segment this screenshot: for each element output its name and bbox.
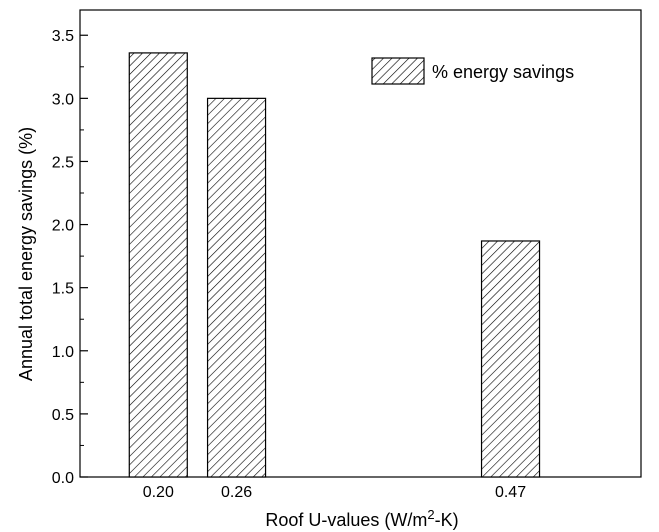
bars-group xyxy=(128,52,541,478)
y-tick-label: 0.0 xyxy=(52,470,74,487)
y-tick-label: 0.5 xyxy=(52,407,74,424)
y-tick-label: 1.5 xyxy=(52,281,74,298)
y-tick-label: 1.0 xyxy=(52,344,74,361)
bar-0.20 xyxy=(128,52,188,478)
legend-label: % energy savings xyxy=(432,62,574,82)
y-tick-label: 3.0 xyxy=(52,91,74,108)
plot-area-frame xyxy=(79,9,642,478)
legend: % energy savings xyxy=(371,57,574,85)
legend-swatch xyxy=(371,57,425,85)
x-axis-title: Roof U-values (W/m2-K) xyxy=(265,507,458,530)
y-tick-label: 3.5 xyxy=(52,28,74,45)
bar-0.26 xyxy=(206,97,267,478)
x-axis-ticks: 0.20 0.26 0.47 xyxy=(143,469,526,501)
y-axis-title: Annual total energy savings (%) xyxy=(16,127,36,381)
x-tick-label: 0.26 xyxy=(221,484,252,501)
y-axis-ticks: 0.0 0.5 1.0 1.5 2.0 2.5 3.0 3.5 xyxy=(52,28,88,487)
x-tick-label: 0.20 xyxy=(143,484,174,501)
y-tick-label: 2.0 xyxy=(52,218,74,235)
bar-0.47 xyxy=(480,240,541,478)
y-tick-label: 2.5 xyxy=(52,154,74,171)
x-axis-title-superscript: 2 xyxy=(427,507,434,522)
x-axis-title-main: Roof U-values (W/m xyxy=(265,510,427,530)
x-tick-label: 0.47 xyxy=(495,484,526,501)
x-axis-title-tail: -K) xyxy=(435,510,459,530)
